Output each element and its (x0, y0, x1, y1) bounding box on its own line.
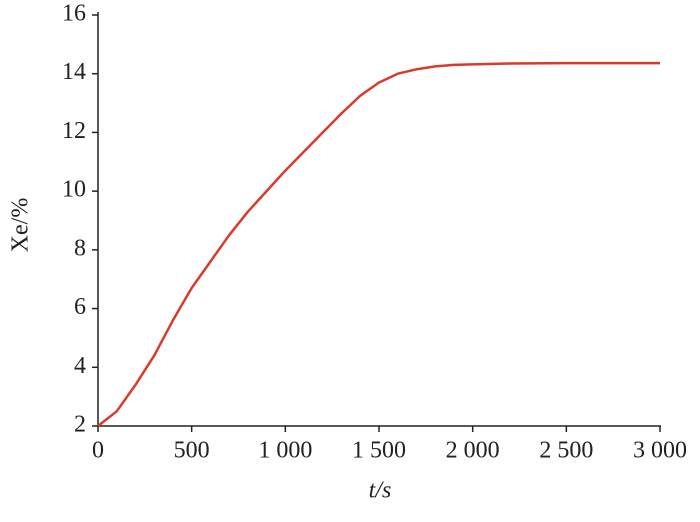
x-tick-label: 2 500 (539, 438, 593, 464)
y-axis-label: Xe/% (8, 198, 34, 253)
x-tick-label: 3 000 (633, 438, 687, 464)
y-tick-label: 8 (74, 235, 86, 261)
x-tick-label: 1 500 (352, 438, 406, 464)
x-axis-label: t/s (369, 478, 392, 504)
x-tick-label: 2 000 (446, 438, 500, 464)
y-tick-label: 6 (74, 294, 86, 320)
y-tick-label: 12 (62, 118, 86, 144)
x-tick-label: 500 (174, 438, 210, 464)
y-tick-label: 16 (62, 1, 86, 27)
y-tick-label: 14 (62, 59, 86, 85)
x-tick-label: 1 000 (258, 438, 312, 464)
y-tick-label: 10 (62, 177, 86, 203)
y-tick-label: 4 (74, 353, 86, 379)
x-tick-label: 0 (92, 438, 104, 464)
data-line (97, 61, 660, 427)
y-tick-label: 2 (74, 412, 86, 438)
